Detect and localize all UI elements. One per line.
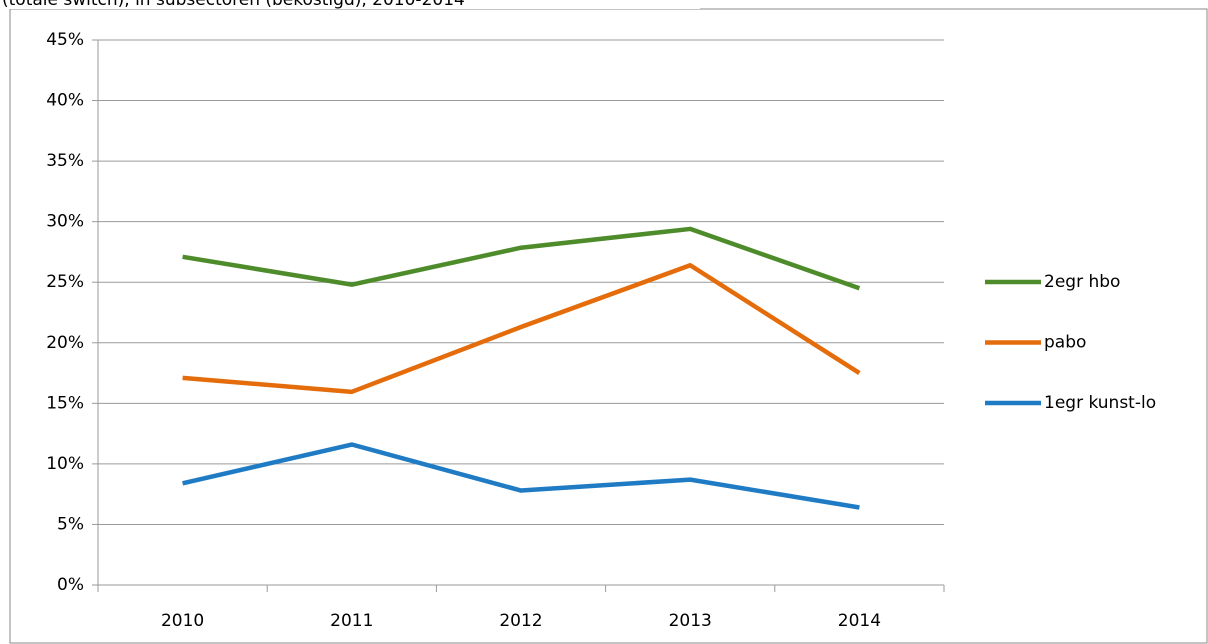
series-line [182,263,861,395]
chart-frame [9,8,1208,644]
legend-label: 2egr hbo [1044,272,1120,292]
chart-title: (totale switch), in subsectoren (bekosti… [2,0,465,10]
title-bg [0,0,700,9]
x-tick-label: 2014 [838,611,881,631]
legend-label: 1egr kunst-lo [1044,393,1156,413]
y-tick-label: 45% [46,30,84,50]
y-tick-label: 25% [46,272,84,292]
x-tick-label: 2012 [499,611,542,631]
series-line [182,226,861,291]
x-tick-label: 2011 [330,611,373,631]
y-tick-label: 5% [57,514,84,534]
y-tick-label: 10% [46,454,84,474]
y-tick-label: 15% [46,393,84,413]
x-tick-label: 2010 [161,611,204,631]
x-tick-label: 2013 [669,611,712,631]
y-tick-label: 0% [57,575,84,595]
y-tick-label: 35% [46,151,84,171]
y-tick-label: 20% [46,333,84,353]
y-tick-label: 30% [46,212,84,232]
y-tick-label: 40% [46,91,84,111]
series-line [182,442,860,510]
legend-label: pabo [1044,333,1086,353]
